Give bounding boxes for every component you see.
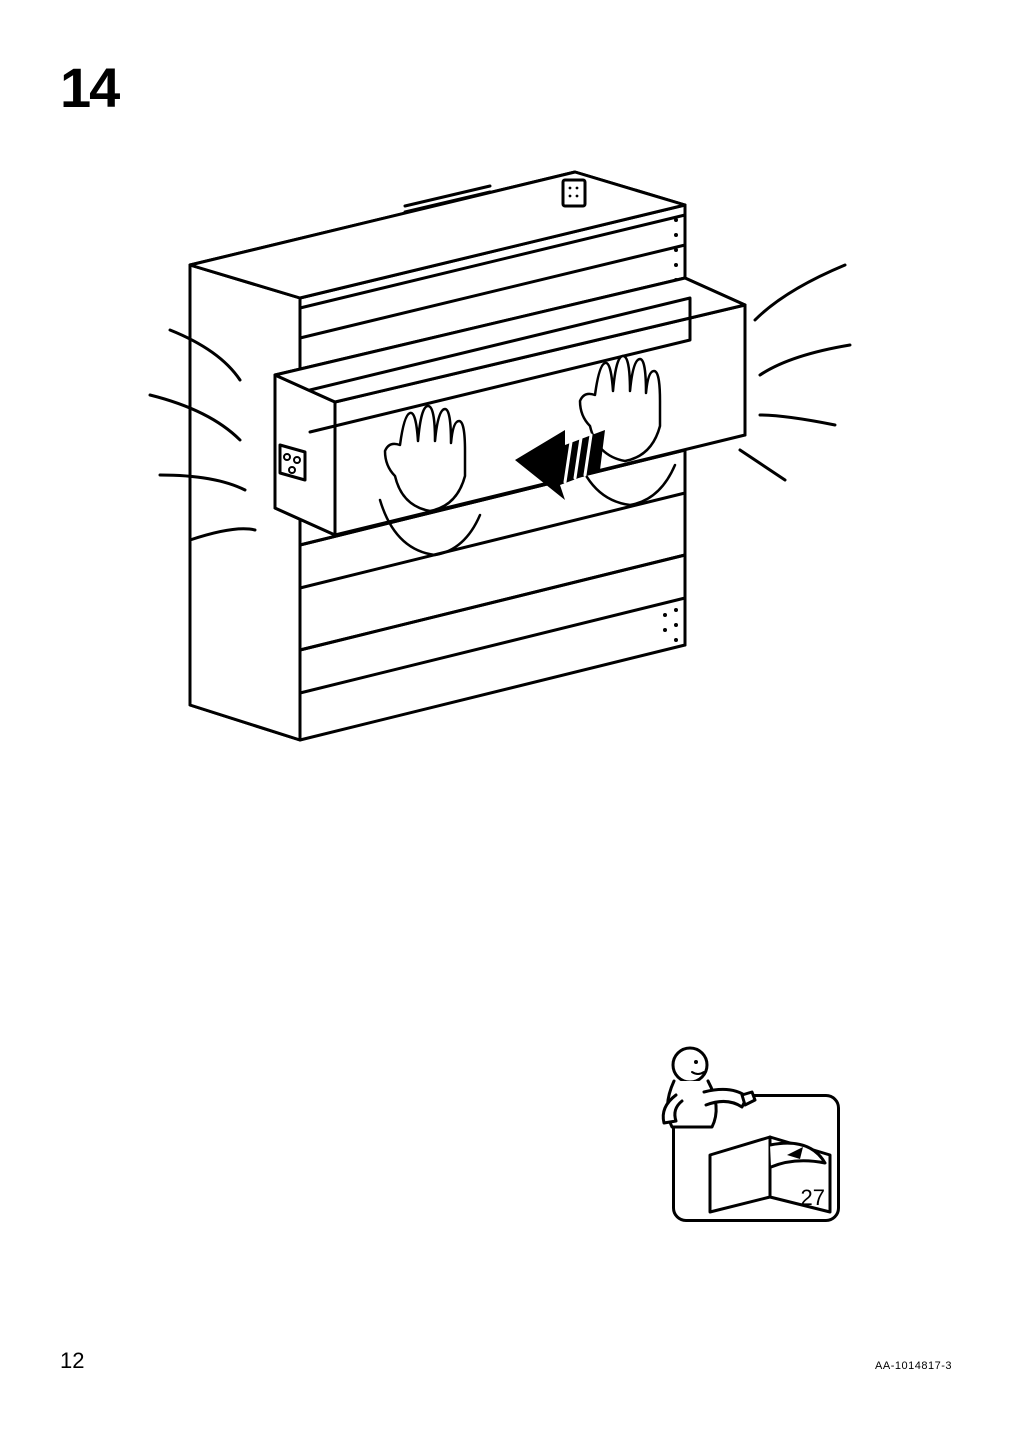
reference-page-number: 27 bbox=[801, 1185, 825, 1211]
document-id: AA-1014817-3 bbox=[875, 1360, 952, 1372]
ikea-person-icon bbox=[642, 1037, 762, 1137]
instruction-page: 14 bbox=[0, 0, 1012, 1432]
page-number: 12 bbox=[60, 1348, 84, 1374]
reference-callout: 27 bbox=[652, 1047, 852, 1222]
step-number: 14 bbox=[60, 55, 118, 120]
assembly-illustration bbox=[145, 150, 855, 790]
